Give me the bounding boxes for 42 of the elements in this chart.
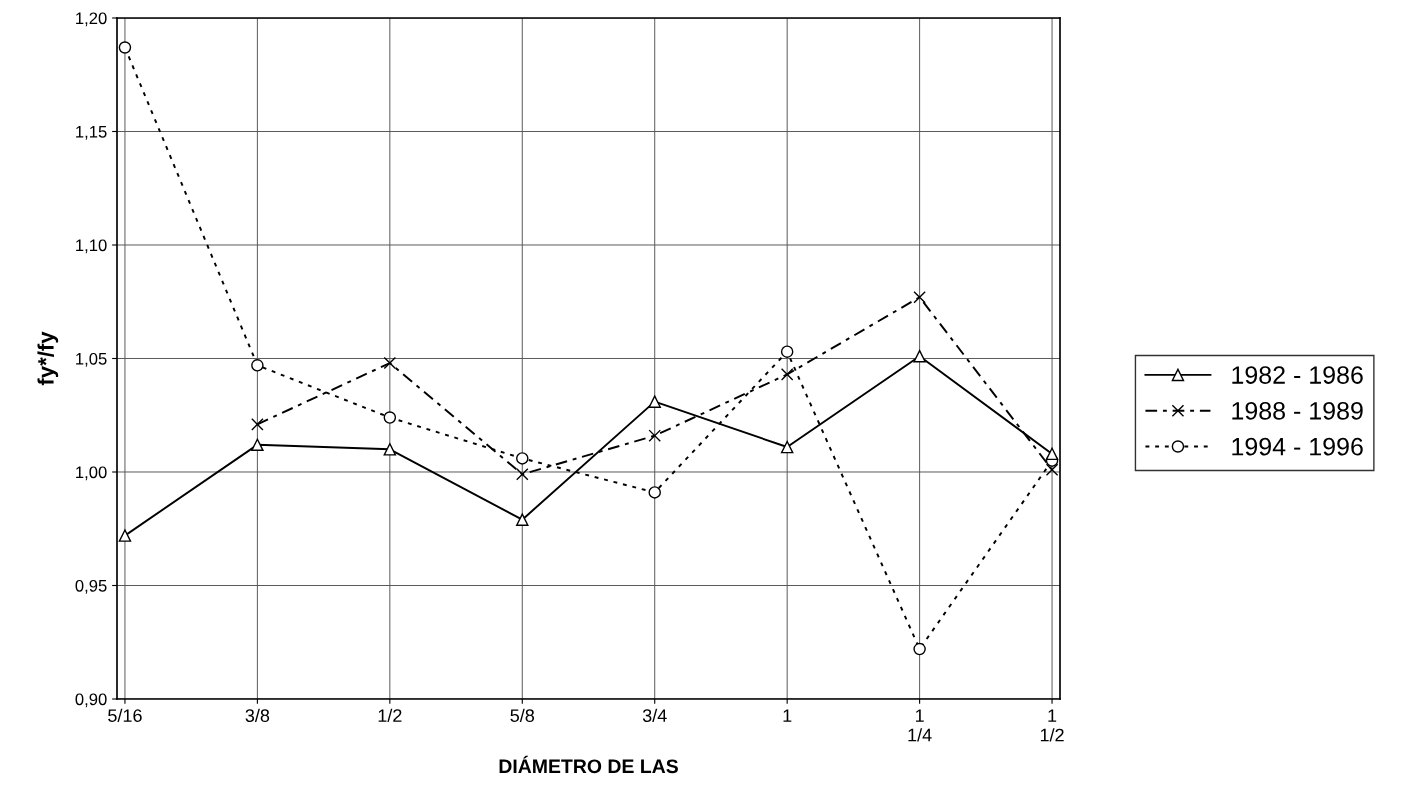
x-tick-label: 5/16 <box>108 708 142 722</box>
point <box>780 440 794 454</box>
x-tick-label: 1 1/4 <box>908 709 932 742</box>
y-tick-label: 1,20 <box>76 12 107 27</box>
point <box>516 468 529 481</box>
point <box>251 418 264 431</box>
y-tick-label: 1,05 <box>76 352 107 367</box>
y-tick-label: 1,10 <box>76 239 107 254</box>
point <box>648 486 661 499</box>
point <box>516 513 529 526</box>
point <box>383 356 397 370</box>
x-tick-label: 1 <box>783 709 792 722</box>
legend-label: 1988 - 1989 <box>1232 401 1363 420</box>
y-tick-label: 1,00 <box>76 466 107 481</box>
point <box>383 443 397 456</box>
x-tick-label: 3/4 <box>642 708 667 722</box>
point <box>1045 463 1059 476</box>
point <box>913 349 926 363</box>
point <box>251 359 264 372</box>
point <box>383 411 397 424</box>
point <box>648 395 661 408</box>
point <box>516 452 529 465</box>
y-axis-title: fy*/fy <box>37 331 59 386</box>
y-tick-label: 0,95 <box>75 579 107 594</box>
y-tick-label: 1,15 <box>76 126 107 140</box>
point <box>780 345 794 358</box>
point <box>780 368 794 381</box>
point <box>648 429 661 442</box>
point <box>118 529 132 542</box>
point <box>1045 447 1059 461</box>
x-axis-title: DIÁMETRO DE LAS <box>499 755 678 774</box>
legend-label: 1982 - 1986 <box>1232 366 1363 384</box>
x-tick-label: 1/2 <box>378 708 402 722</box>
y-tick-label: 0,90 <box>75 693 107 708</box>
legend-label: 1994 - 1996 <box>1232 437 1363 456</box>
x-tick-label: 3/8 <box>245 708 270 722</box>
point <box>118 41 132 54</box>
x-tick-label: 1 1/2 <box>1040 709 1064 742</box>
point <box>913 642 926 656</box>
point <box>913 290 926 304</box>
point <box>251 438 264 452</box>
x-tick-label: 5/8 <box>510 708 535 722</box>
